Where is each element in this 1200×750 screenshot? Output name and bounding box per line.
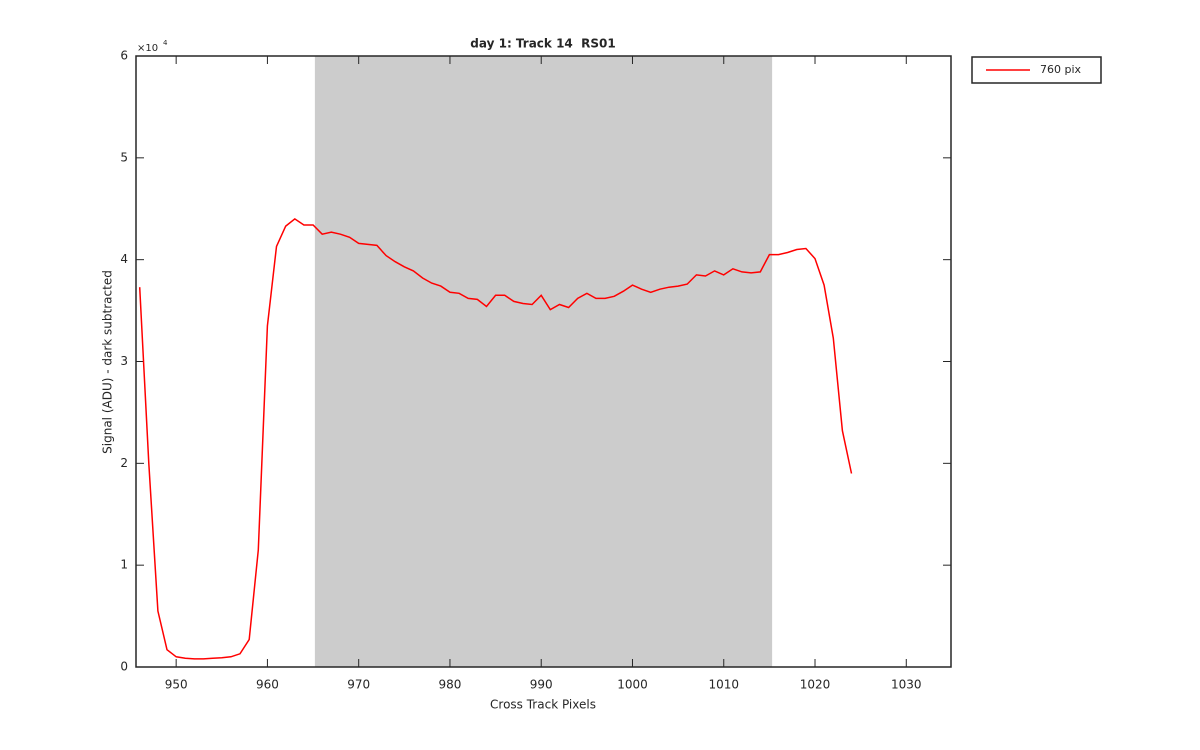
y-exponent-base: ×10: [137, 43, 158, 54]
x-tick-label: 950: [165, 678, 188, 692]
y-axis-label: Signal (ADU) - dark subtracted: [101, 270, 115, 454]
x-tick-label: 1000: [617, 678, 648, 692]
y-tick-label: 5: [120, 150, 128, 164]
shaded-region: [314, 56, 773, 667]
x-tick-label: 990: [530, 678, 553, 692]
x-axis-label: Cross Track Pixels: [490, 698, 596, 712]
y-tick-label: 4: [120, 252, 128, 266]
legend-label: 760 pix: [1040, 63, 1082, 76]
x-tick-label: 960: [256, 678, 279, 692]
y-tick-label: 3: [120, 354, 128, 368]
y-exponent: 4: [163, 39, 168, 47]
x-tick-label: 1010: [708, 678, 739, 692]
y-tick-label: 6: [120, 49, 128, 63]
y-tick-label: 2: [120, 456, 128, 470]
chart-title: day 1: Track 14 RS01: [470, 37, 615, 51]
data-line: [138, 217, 853, 660]
x-tick-label: 970: [347, 678, 370, 692]
y-tick-label: 1: [120, 558, 128, 572]
y-tick-label: 0: [120, 660, 128, 674]
x-tick-label: 1030: [891, 678, 922, 692]
x-tick-label: 1020: [800, 678, 831, 692]
x-tick-label: 980: [438, 678, 461, 692]
axes-box: [135, 55, 952, 668]
